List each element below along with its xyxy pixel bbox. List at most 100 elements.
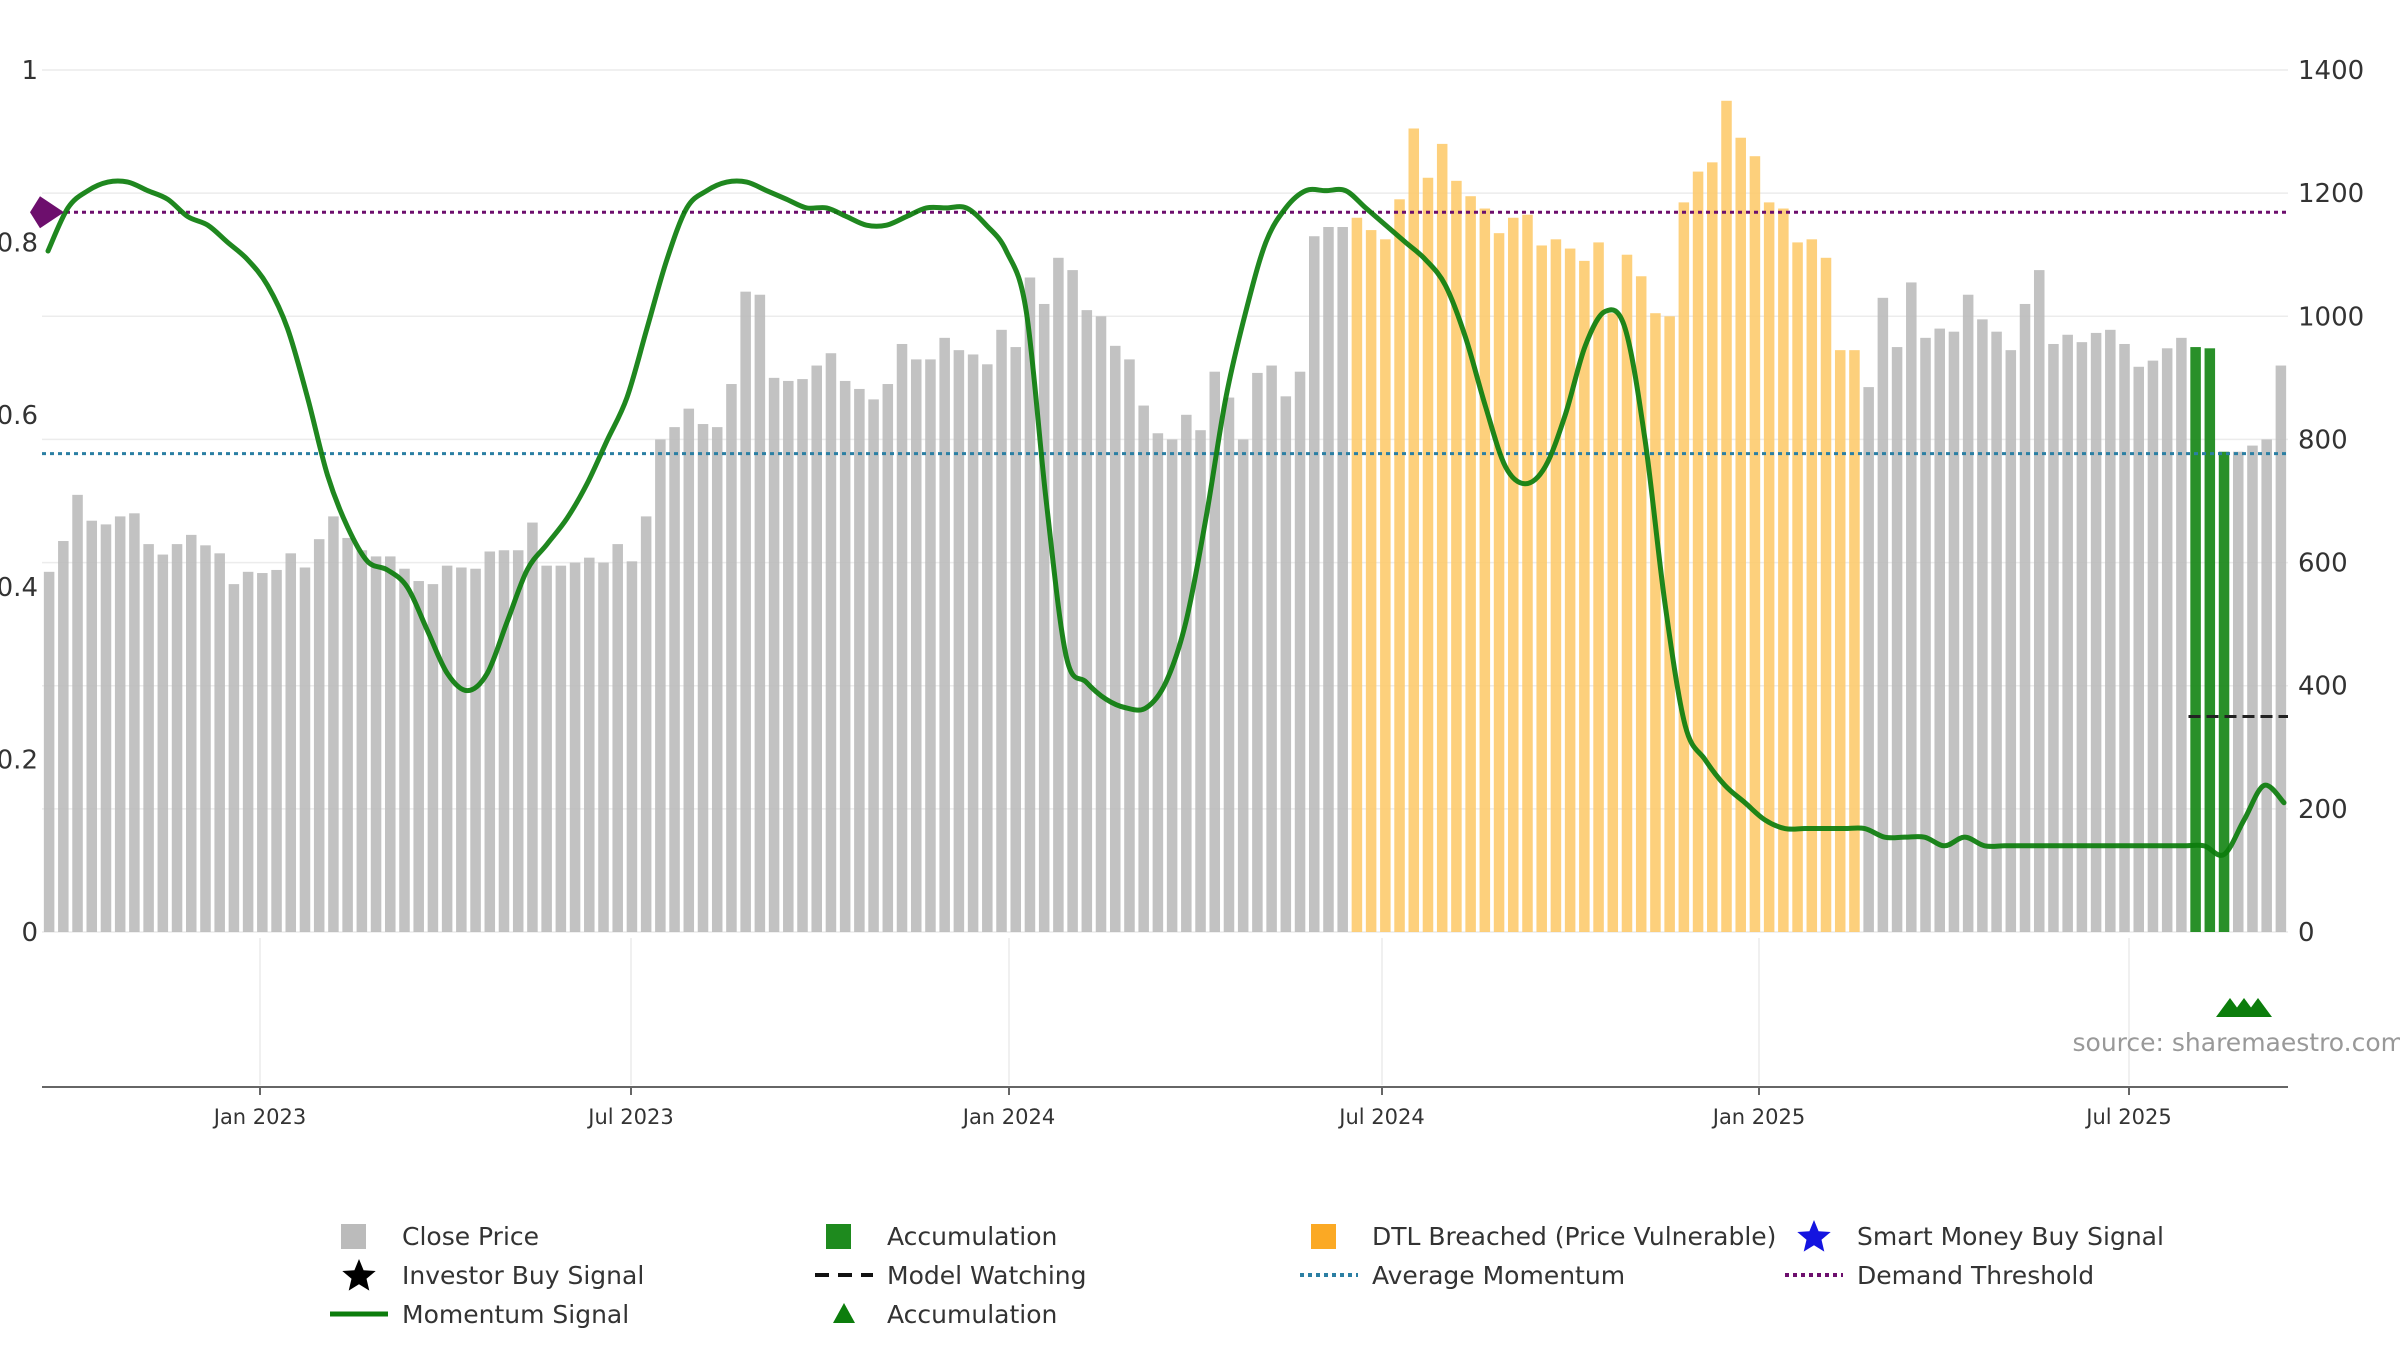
legend-item-investor-buy: Investor Buy Signal (330, 1257, 644, 1293)
price-bar (1735, 137, 1746, 932)
price-bar (498, 550, 510, 932)
price-bar (1920, 337, 1931, 933)
legend-item-accumulation-bar: Accumulation (815, 1218, 1057, 1254)
price-bar (1195, 430, 1206, 932)
price-bar (1138, 405, 1149, 932)
price-bar (2232, 451, 2244, 932)
x-tick-label: Jan 2024 (961, 1105, 1056, 1129)
price-bar (1863, 387, 1874, 932)
price-bar (456, 567, 467, 932)
right-tick-label: 1000 (2298, 302, 2364, 332)
left-tick-label: 0.6 (0, 401, 38, 431)
price-bar (2176, 337, 2187, 933)
x-tick-label: Jul 2023 (586, 1105, 673, 1129)
price-bar (1849, 350, 1860, 932)
right-axis-ticks: 0 200 400 600 800 1000 1200 1400 (2298, 56, 2364, 948)
price-bar (1337, 227, 1348, 932)
price-bar (2048, 343, 2059, 932)
price-bar (299, 567, 311, 932)
price-bar (413, 581, 424, 932)
price-bar (740, 291, 751, 933)
legend-item-momentum-signal: Momentum Signal (330, 1296, 629, 1332)
price-bar (754, 294, 766, 932)
price-bar (1436, 143, 1448, 932)
price-bar (1579, 260, 1590, 932)
legend-label: Accumulation (887, 1299, 1058, 1329)
demand-threshold-marker (30, 196, 64, 229)
x-tick-label: Jul 2025 (2084, 1105, 2171, 1129)
legend-item-smart-money: Smart Money Buy Signal (1785, 1218, 2164, 1254)
price-bar (1621, 254, 1633, 932)
price-bar (882, 384, 894, 932)
price-bar (1380, 239, 1391, 933)
price-bar (967, 354, 979, 933)
price-bar (2105, 329, 2116, 932)
x-tick-label: Jan 2023 (212, 1105, 307, 1129)
right-tick-label: 1400 (2298, 56, 2364, 86)
dash-line-icon (815, 1273, 873, 1277)
price-bar (2076, 342, 2088, 932)
price-bar (1820, 257, 1832, 932)
price-bar (1451, 180, 1462, 933)
legend-label: Model Watching (887, 1260, 1087, 1290)
price-bar (1294, 371, 1306, 932)
price-bar (1977, 319, 1988, 933)
price-bar (584, 557, 595, 932)
price-bar (313, 539, 325, 932)
price-bar (1095, 316, 1107, 932)
price-bar (1351, 217, 1363, 932)
price-bar (697, 424, 709, 932)
price-bar (2019, 303, 2031, 932)
price-bar (2005, 350, 2017, 932)
price-bar (1593, 242, 1604, 932)
dotted-line-icon (1300, 1273, 1358, 1277)
price-bar (982, 364, 993, 933)
price-bar (527, 522, 538, 932)
price-bar (1564, 248, 1576, 933)
price-bar (1181, 414, 1192, 932)
price-bar (342, 537, 353, 932)
price-bar (1493, 233, 1505, 932)
x-tick-label: Jul 2024 (1337, 1105, 1424, 1129)
left-tick-label: 1 (21, 56, 38, 86)
right-tick-label: 600 (2298, 549, 2348, 579)
price-bar (157, 554, 169, 932)
price-bar (1749, 156, 1761, 932)
price-bar (683, 408, 695, 933)
price-bar (655, 439, 666, 932)
right-tick-label: 400 (2298, 672, 2348, 702)
price-bar (484, 551, 496, 932)
legend-label: Average Momentum (1372, 1260, 1626, 1290)
price-bar (242, 571, 254, 932)
legend-label: Close Price (402, 1221, 540, 1251)
price-bar (2190, 347, 2201, 933)
solid-line-icon (330, 1311, 388, 1317)
right-tick-label: 200 (2298, 795, 2348, 825)
price-bar (783, 380, 794, 933)
price-bar (1308, 236, 1320, 932)
price-bar (896, 343, 908, 932)
price-bar (1522, 214, 1533, 932)
price-bar (1906, 282, 1917, 933)
price-bar (1948, 331, 1960, 932)
price-bar (2204, 348, 2216, 932)
price-bar (1109, 345, 1121, 933)
price-bar (1834, 350, 1846, 932)
price-bar (200, 545, 211, 932)
legend-label: Smart Money Buy Signal (1857, 1221, 2164, 1251)
square-icon (826, 1224, 851, 1249)
price-bar (1024, 277, 1036, 932)
price-bar (996, 329, 1007, 932)
price-bar (143, 544, 154, 932)
accumulation-triangle (2244, 998, 2272, 1017)
price-bar (2090, 332, 2102, 932)
price-bar (1607, 313, 1619, 932)
price-bar (171, 544, 183, 932)
price-bar (328, 516, 339, 932)
price-bar (271, 569, 282, 932)
price-bar (356, 550, 368, 932)
price-bar (811, 365, 822, 932)
square-icon (1311, 1224, 1336, 1249)
x-tick-label: Jan 2025 (1711, 1105, 1806, 1129)
